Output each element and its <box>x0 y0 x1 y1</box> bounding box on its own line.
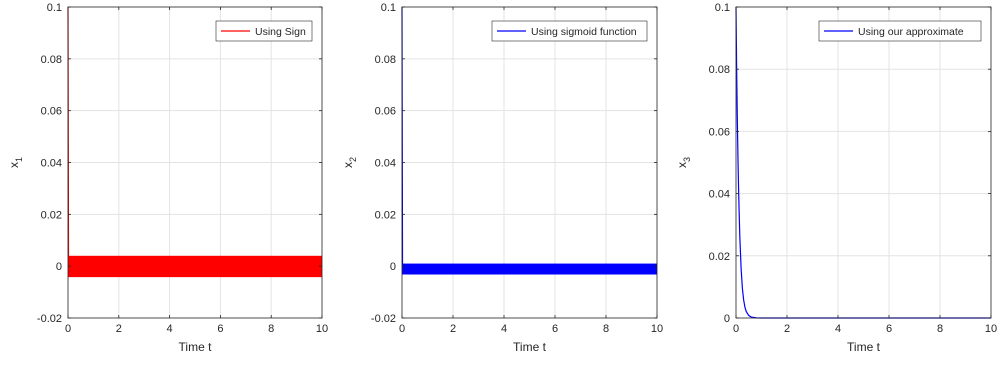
legend-box <box>491 20 648 42</box>
y-tick-label: 0.06 <box>709 126 730 138</box>
y-tick-label: 0.06 <box>375 106 396 118</box>
y-tick-label: 0 <box>724 313 730 325</box>
y-tick-label: 0.08 <box>375 54 396 66</box>
y-tick-label: 0.04 <box>709 189 730 201</box>
series-band <box>402 263 657 274</box>
legend-box <box>215 20 313 42</box>
y-axis-label: x1 <box>7 157 24 168</box>
x-axis-label: Time t <box>179 340 213 354</box>
y-tick-label: 0.06 <box>41 106 62 118</box>
y-tick-label: 0 <box>56 261 62 273</box>
y-tick-label: 0 <box>390 261 396 273</box>
x-tick-label: 2 <box>784 323 790 335</box>
x-tick-label: 8 <box>268 323 274 335</box>
series-band <box>68 255 323 277</box>
x-tick-label: 4 <box>167 323 173 335</box>
x-tick-label: 2 <box>450 323 456 335</box>
x-tick-label: 4 <box>501 323 507 335</box>
y-tick-label: 0.02 <box>709 251 730 263</box>
x-tick-label: 6 <box>552 323 558 335</box>
x-tick-label: 2 <box>116 323 122 335</box>
legend-entry: Using sigmoid function <box>531 26 637 38</box>
x-tick-label: 0 <box>399 323 405 335</box>
y-tick-label: -0.02 <box>37 313 62 325</box>
y-tick-label: 0.1 <box>381 2 396 14</box>
y-tick-label: -0.02 <box>371 313 396 325</box>
y-axis-label-subscript: 2 <box>348 157 358 162</box>
legend: Using Sign <box>215 20 313 42</box>
legend: Using sigmoid function <box>491 20 648 42</box>
y-tick-label: 0.04 <box>375 158 396 170</box>
legend-entry: Using our approximate <box>858 26 964 38</box>
legend-box <box>818 20 982 42</box>
x-tick-label: 6 <box>217 323 223 335</box>
y-tick-label: 0.04 <box>41 158 62 170</box>
y-axis-label: x2 <box>341 157 358 168</box>
y-tick-label: 0.1 <box>47 2 62 14</box>
plot-area <box>736 7 991 318</box>
legend: Using our approximate <box>818 20 982 42</box>
y-tick-label: 0.02 <box>375 209 396 221</box>
y-tick-label: 0.08 <box>41 54 62 66</box>
x-tick-label: 10 <box>985 323 997 335</box>
x-tick-label: 10 <box>651 323 663 335</box>
x-tick-label: 10 <box>316 323 328 335</box>
y-axis-label-subscript: 3 <box>682 157 692 162</box>
legend-entry: Using Sign <box>255 26 306 38</box>
y-axis-label-main: x <box>675 162 689 168</box>
y-tick-label: 0.02 <box>41 209 62 221</box>
x-axis-label: Time t <box>513 340 547 354</box>
chart-panel-3: 0 2 4 6 8 10 0 0.02 0.04 0.06 0.08 0.1 Time t x3 Using… <box>675 2 997 354</box>
y-axis-label: x3 <box>675 157 692 168</box>
x-tick-label: 8 <box>603 323 609 335</box>
x-tick-label: 0 <box>65 323 71 335</box>
x-tick-label: 4 <box>835 323 841 335</box>
y-tick-label: 0.08 <box>709 64 730 76</box>
x-tick-label: 6 <box>886 323 892 335</box>
y-tick-label: 0.1 <box>715 2 730 14</box>
y-axis-label-main: x <box>341 162 355 168</box>
axes-frame <box>735 6 992 319</box>
x-tick-label: 8 <box>937 323 943 335</box>
y-axis-label-main: x <box>7 162 21 168</box>
x-tick-label: 0 <box>733 323 739 335</box>
x-axis-label: Time t <box>847 340 881 354</box>
y-axis-label-subscript: 1 <box>14 157 24 162</box>
